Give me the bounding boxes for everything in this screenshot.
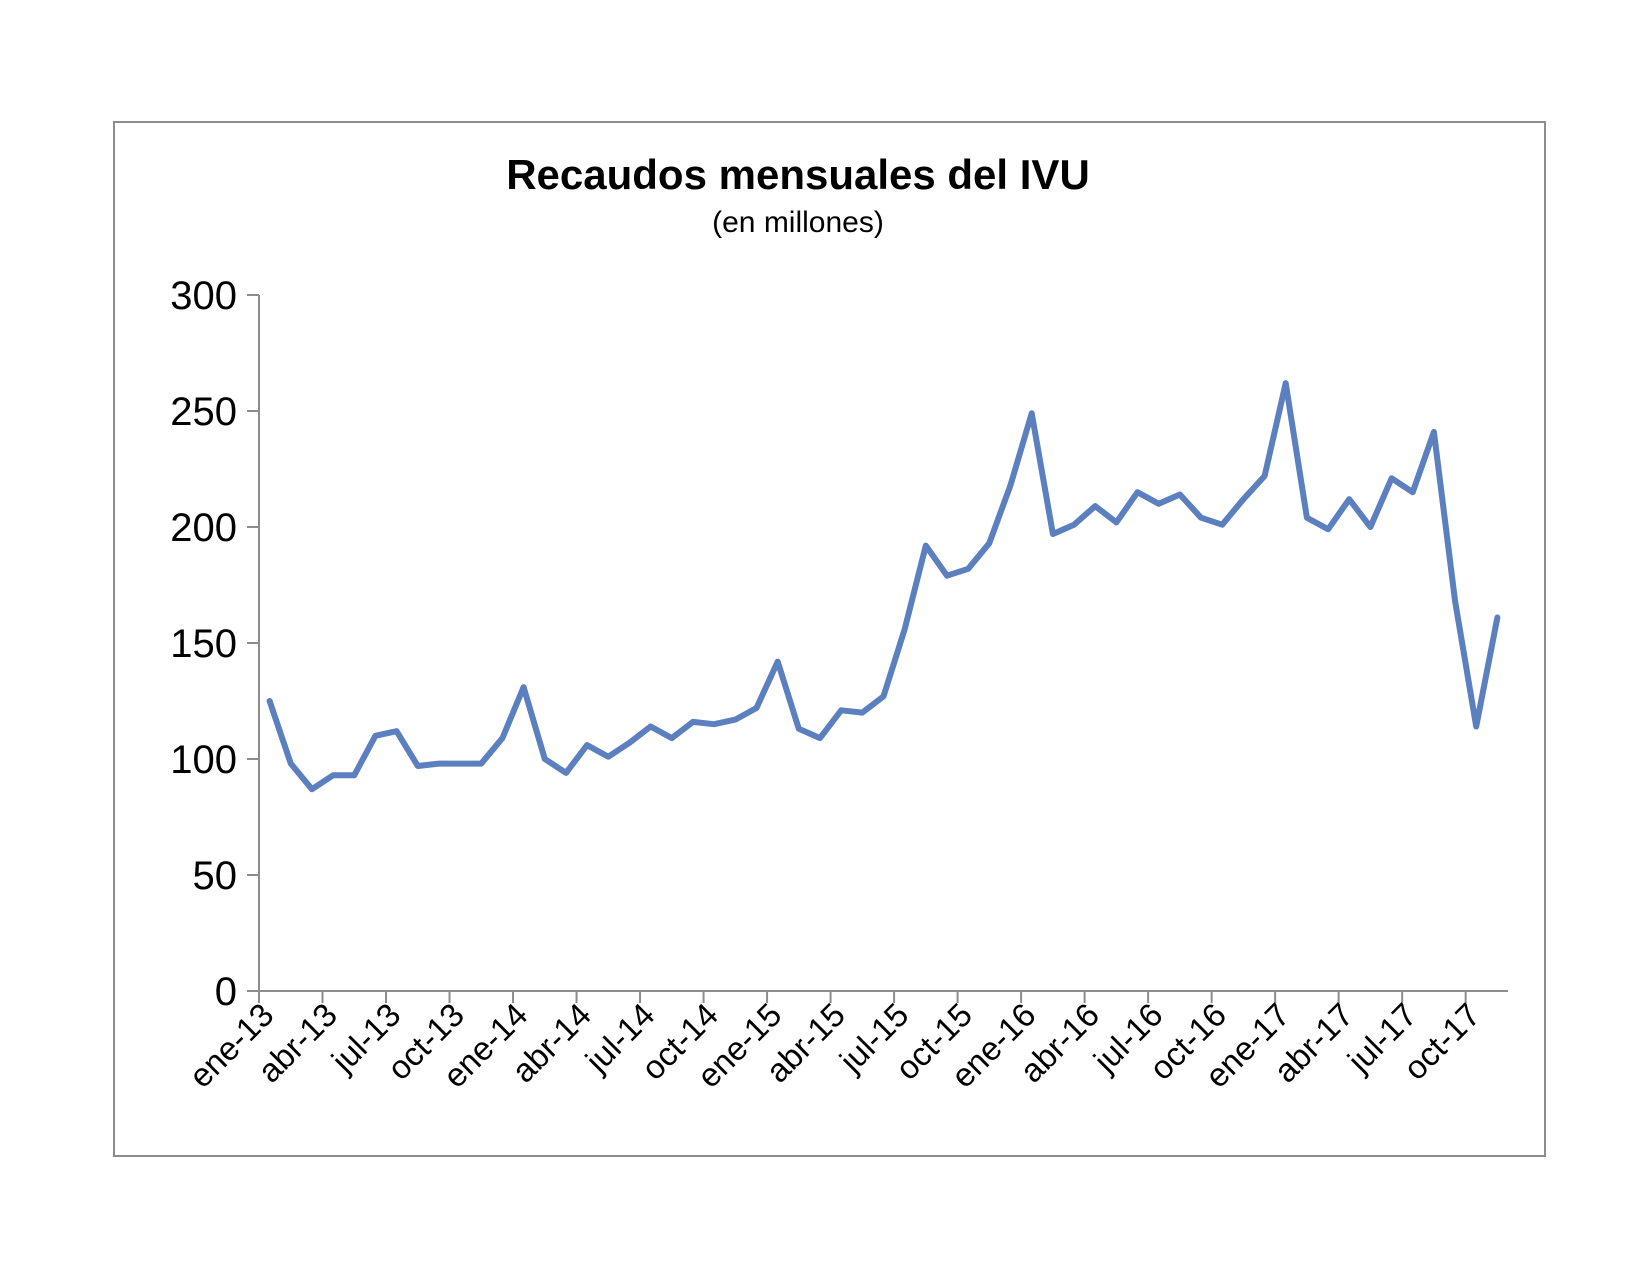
y-axis-ticks: 0 50 100 150 200 250 300 bbox=[170, 274, 259, 1014]
line-chart: Recaudos mensuales del IVU (en millones)… bbox=[170, 151, 1508, 1095]
chart-title: Recaudos mensuales del IVU bbox=[506, 151, 1090, 198]
y-tick-label: 250 bbox=[170, 390, 237, 434]
y-tick-label: 150 bbox=[170, 622, 237, 666]
x-axis-ticks: ene-13abr-13jul-13oct-13ene-14abr-14jul-… bbox=[182, 991, 1487, 1095]
chart-subtitle: (en millones) bbox=[712, 206, 884, 239]
y-tick-label: 0 bbox=[215, 970, 237, 1014]
y-tick-label: 300 bbox=[170, 274, 237, 318]
chart-frame: Recaudos mensuales del IVU (en millones)… bbox=[113, 121, 1546, 1157]
y-tick-label: 100 bbox=[170, 738, 237, 782]
y-tick-label: 200 bbox=[170, 506, 237, 550]
y-tick-label: 50 bbox=[193, 854, 238, 898]
series-line bbox=[266, 380, 1501, 793]
